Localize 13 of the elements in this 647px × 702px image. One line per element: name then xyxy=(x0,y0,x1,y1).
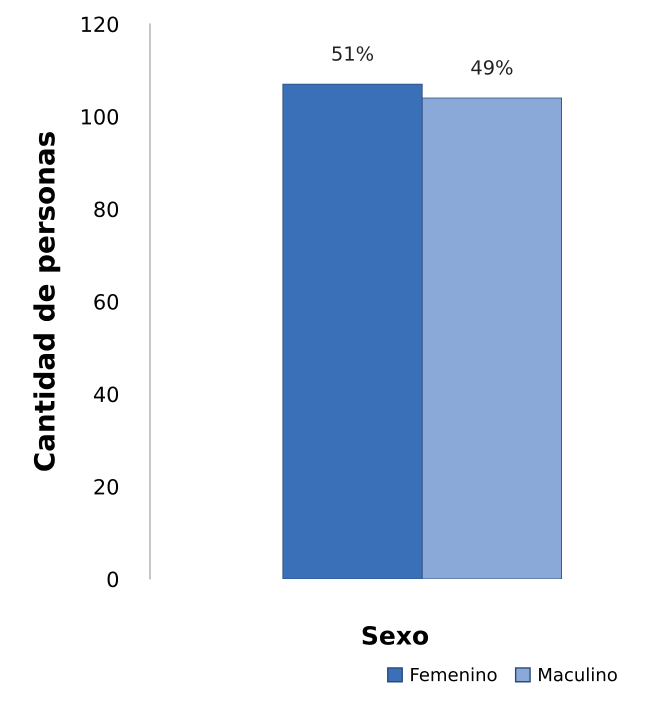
y-tick-label: 60 xyxy=(94,294,118,310)
y-axis-title: Cantidad de personas xyxy=(33,132,60,471)
y-tick-label: 120 xyxy=(82,16,118,32)
annotation: 49% xyxy=(471,60,512,75)
legend-label: Femenino xyxy=(411,667,497,682)
legend-label: Maculino xyxy=(539,667,617,682)
y-tick-label: 80 xyxy=(94,201,118,218)
y-tick-label: 0 xyxy=(108,571,118,588)
annotation: 51% xyxy=(332,46,374,61)
y-tick-label: 100 xyxy=(82,108,118,125)
y-tick-label: 20 xyxy=(94,478,118,495)
x-axis-title: Sexo xyxy=(362,626,428,645)
y-tick-label: 40 xyxy=(94,386,118,402)
